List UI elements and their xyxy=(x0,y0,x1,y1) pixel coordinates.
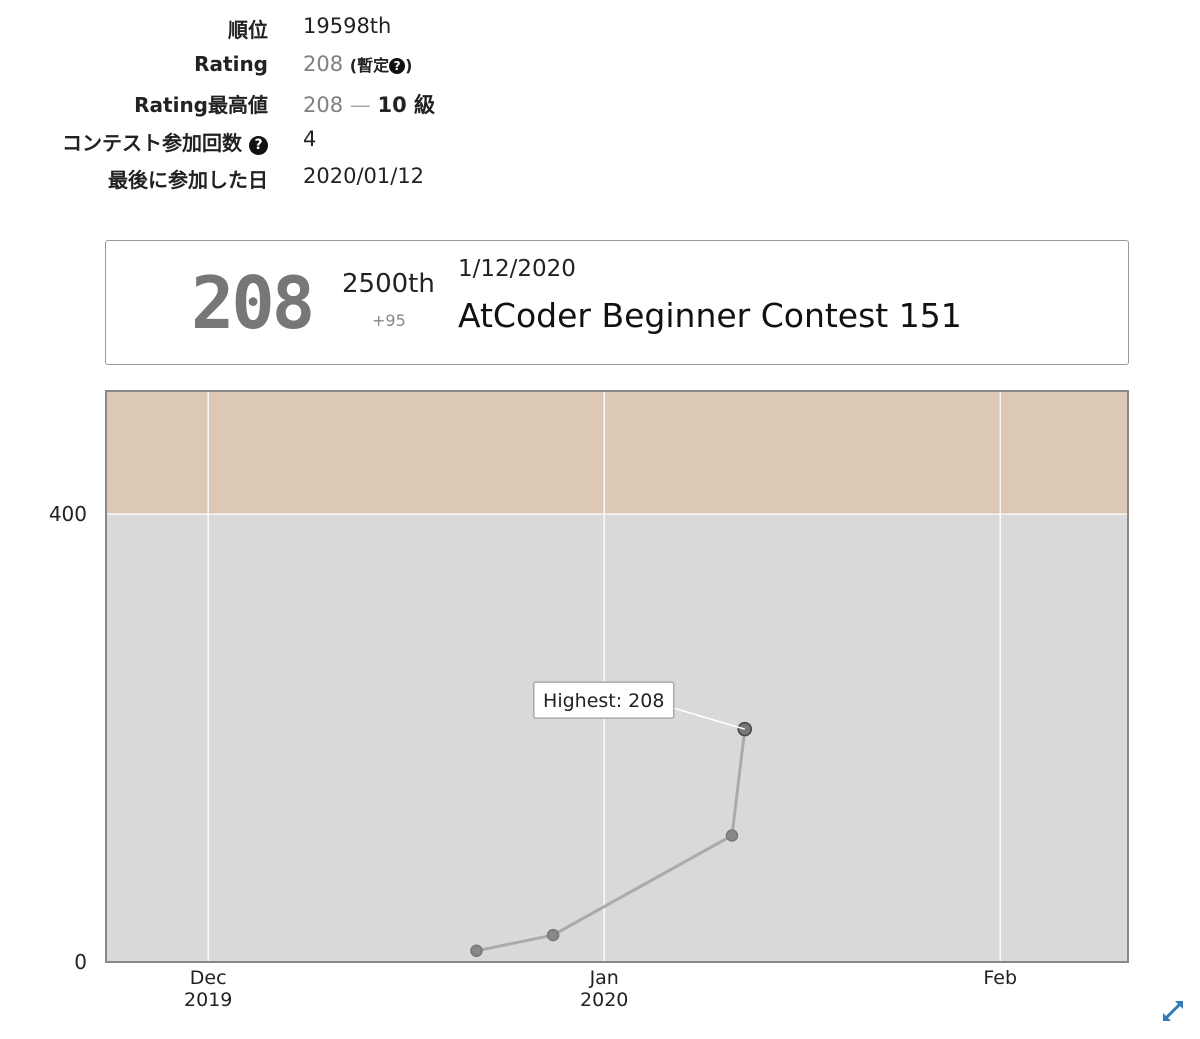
y-tick-label-0: 0 xyxy=(74,950,87,974)
rating-status-box: 208 2500th +95 1/12/2020 AtCoder Beginne… xyxy=(105,240,1129,365)
current-rating: 208 xyxy=(191,261,315,345)
rating-band-1 xyxy=(106,391,1128,515)
x-tick-sublabel-0: 2019 xyxy=(184,989,232,1011)
x-tick-label-2: Feb xyxy=(983,967,1017,989)
highest-annotation-label: Highest: 208 xyxy=(543,690,664,712)
profile-row-contests: コンテスト参加回数 ? 4 xyxy=(0,123,470,161)
grade-value: 10 級 xyxy=(377,93,436,117)
plot-frame xyxy=(105,390,1129,963)
rank-label: 順位 xyxy=(228,18,268,42)
last-date-value: 2020/01/12 xyxy=(303,164,425,188)
contests-label: コンテスト参加回数 xyxy=(62,130,243,155)
highest-label: Rating最高値 xyxy=(134,93,268,117)
profile-row-rank: 順位 19598th xyxy=(0,10,470,48)
highest-value: 208 xyxy=(303,93,344,117)
data-point-1 xyxy=(546,928,560,942)
contests-value: 4 xyxy=(303,126,317,151)
x-tick-sublabel-1: 2020 xyxy=(580,989,628,1011)
question-circle-icon[interactable]: ? xyxy=(249,135,268,155)
contests-label-group: コンテスト参加回数 ? xyxy=(62,127,268,156)
rating-band-0 xyxy=(106,514,1128,962)
rank-value: 19598th xyxy=(303,14,392,38)
rating-value: 208 xyxy=(303,51,344,76)
profile-table: 順位 19598th Rating 208 (暫定?) Rating最高値 20… xyxy=(0,10,470,198)
last-date-label: 最後に参加した日 xyxy=(108,168,268,192)
contest-date: 1/12/2020 xyxy=(458,256,576,282)
provisional-note-end: ) xyxy=(405,55,413,75)
y-tick-label-1: 400 xyxy=(49,502,87,526)
rating-label: Rating xyxy=(194,51,268,76)
expand-arrows-icon[interactable] xyxy=(1160,998,1186,1024)
annotation-connector xyxy=(673,707,745,730)
rating-value-group: 208 (暫定?) xyxy=(303,52,412,76)
highest-separator: — xyxy=(349,93,371,117)
rating-diff: +95 xyxy=(372,311,406,330)
data-point-2 xyxy=(725,829,739,842)
x-tick-label-0: Dec xyxy=(190,967,227,989)
highest-annotation-box xyxy=(533,681,675,719)
profile-row-rating: Rating 208 (暫定?) xyxy=(0,48,470,86)
contest-rank: 2500th xyxy=(342,269,435,299)
question-circle-icon[interactable]: ? xyxy=(389,57,406,74)
x-tick-label-1: Jan xyxy=(589,967,619,989)
profile-row-last-date: 最後に参加した日 2020/01/12 xyxy=(0,160,470,198)
highest-value-group: 208 — 10 級 xyxy=(303,89,435,119)
profile-row-highest: Rating最高値 208 — 10 級 xyxy=(0,85,470,123)
data-point-0 xyxy=(470,944,483,958)
rating-line xyxy=(476,728,747,953)
provisional-note: (暫定 xyxy=(349,55,390,75)
contest-name[interactable]: AtCoder Beginner Contest 151 xyxy=(458,296,962,335)
